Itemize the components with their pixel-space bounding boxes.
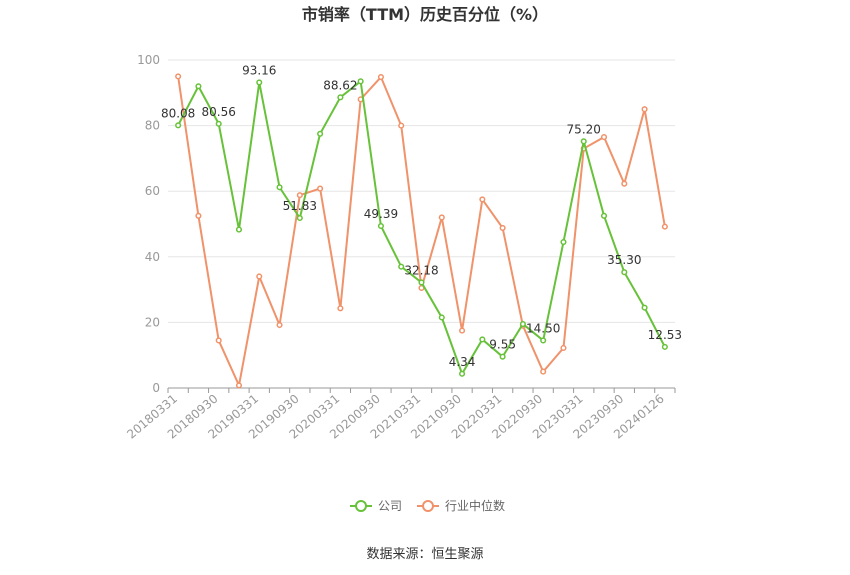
y-tick-label: 80	[145, 119, 160, 133]
y-tick-label: 0	[152, 381, 160, 395]
data-point[interactable]	[398, 122, 405, 129]
data-label: 32.18	[404, 263, 438, 277]
data-point[interactable]	[661, 223, 668, 230]
data-label: 75.20	[567, 122, 601, 136]
data-label: 4.34	[449, 355, 476, 369]
data-label: 35.30	[607, 253, 641, 267]
data-point[interactable]	[195, 212, 202, 219]
data-point[interactable]	[560, 238, 567, 246]
data-point[interactable]	[337, 305, 344, 312]
data-labels: 80.08 80.56 93.16 51.83 88.62 49.39 32.18 4.34 9…	[161, 63, 682, 368]
y-tick-label: 40	[145, 250, 160, 264]
data-point[interactable]	[600, 212, 608, 219]
data-point[interactable]	[317, 185, 324, 192]
data-point[interactable]	[560, 344, 567, 352]
data-point[interactable]	[195, 83, 202, 90]
data-point[interactable]	[479, 196, 486, 203]
data-label: 93.16	[242, 63, 276, 77]
chart-title: 市销率（TTM）历史百分位（%）	[302, 5, 548, 24]
legend-item[interactable]: 行业中位数	[417, 498, 505, 513]
data-point[interactable]	[661, 343, 668, 350]
data-point[interactable]	[641, 304, 648, 311]
data-point[interactable]	[317, 130, 324, 137]
data-point[interactable]	[499, 224, 506, 231]
legend-label: 公司	[378, 499, 402, 513]
data-label: 80.08	[161, 106, 195, 120]
data-point[interactable]	[235, 226, 243, 233]
legend-label: 行业中位数	[445, 498, 505, 513]
data-point[interactable]	[621, 269, 628, 276]
data-point[interactable]	[459, 370, 466, 377]
data-point[interactable]	[377, 74, 384, 81]
data-point[interactable]	[276, 184, 283, 191]
data-point[interactable]	[519, 320, 526, 328]
data-point[interactable]	[459, 327, 466, 334]
data-point[interactable]	[540, 368, 547, 375]
data-label: 12.53	[648, 328, 682, 342]
data-label: 9.55	[489, 338, 516, 352]
data-label: 80.56	[202, 105, 236, 119]
y-tick-label: 60	[145, 184, 160, 198]
data-label: 51.83	[283, 199, 317, 213]
data-point[interactable]	[438, 314, 445, 321]
legend-marker	[355, 500, 367, 512]
data-source: 数据来源：恒生聚源	[366, 547, 483, 562]
data-point[interactable]	[296, 192, 303, 199]
x-axis: 2018033120180930201903312019093020200331…	[124, 387, 676, 442]
y-tick-label: 100	[137, 53, 160, 67]
data-point[interactable]	[377, 222, 384, 230]
data-point[interactable]	[479, 336, 486, 343]
series-layer	[175, 73, 668, 389]
legend-item[interactable]: 公司	[350, 499, 402, 513]
legend[interactable]: 公司 行业中位数	[350, 498, 505, 513]
y-tick-label: 20	[145, 315, 160, 329]
data-point[interactable]	[175, 73, 182, 80]
data-point[interactable]	[337, 94, 344, 101]
data-point[interactable]	[398, 263, 405, 270]
data-point[interactable]	[499, 353, 506, 360]
data-point[interactable]	[256, 273, 263, 280]
data-label: 88.62	[323, 78, 357, 92]
data-point[interactable]	[418, 279, 425, 286]
y-axis: 0 20 40 60 80 100	[137, 53, 160, 395]
data-point[interactable]	[580, 138, 587, 145]
data-point[interactable]	[215, 120, 222, 127]
data-point[interactable]	[215, 337, 222, 344]
data-point[interactable]	[438, 214, 445, 221]
data-point[interactable]	[641, 106, 648, 113]
data-label: 49.39	[364, 207, 398, 221]
data-point[interactable]	[540, 337, 547, 344]
data-point[interactable]	[256, 79, 263, 86]
data-point[interactable]	[621, 180, 628, 187]
data-point[interactable]	[296, 214, 303, 222]
data-point[interactable]	[600, 134, 608, 141]
data-point[interactable]	[235, 382, 243, 389]
data-label: 14.50	[526, 321, 560, 335]
legend-marker	[422, 500, 434, 512]
data-point[interactable]	[175, 122, 182, 129]
data-point[interactable]	[276, 321, 283, 329]
data-point[interactable]	[357, 78, 364, 85]
